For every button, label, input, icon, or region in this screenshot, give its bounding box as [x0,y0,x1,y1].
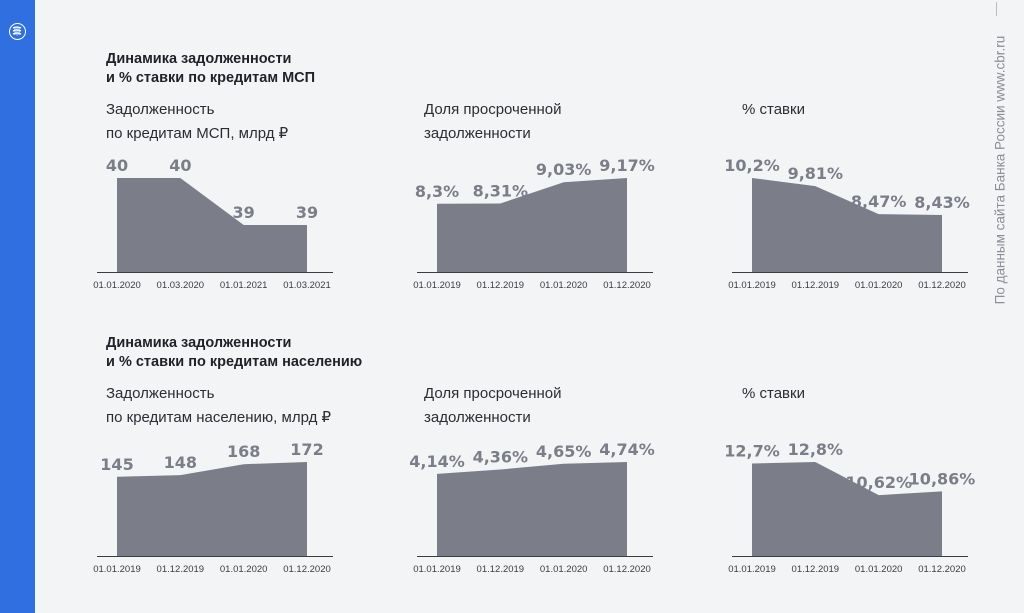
x-tick-label: 01.01.2019 [413,564,461,575]
x-tick-label: 01.01.2020 [855,564,903,575]
chart-retail-overdue-share: Доля просроченной задолженности 4,14% 01.… [400,382,690,582]
x-tick-label: 01.01.2020 [855,280,903,291]
data-label: 168 [227,442,260,461]
data-label: 9,03% [536,160,592,179]
data-label: 8,31% [473,182,529,201]
chart-sme-rate: % ставки 10,2% 01.01.2019 9,81% 01.12.2019 8… [715,98,1005,298]
data-label: 145 [100,455,133,474]
section-title-line: и % ставки по кредитам населению [106,354,363,370]
x-tick-label: 01.01.2020 [540,564,588,575]
data-label: 39 [233,203,255,222]
chart-title-line: Доля просроченной [424,385,562,402]
chart-title: % ставки [742,382,805,406]
x-tick-label: 01.01.2021 [220,280,268,291]
x-tick-label: 01.01.2020 [540,280,588,291]
chart-title-line: % ставки [742,101,805,118]
chart-title: Задолженность по кредитам МСП, млрд ₽ [106,98,288,146]
x-tick-label: 01.01.2019 [93,564,141,575]
chart-title-line: по кредитам населению, млрд ₽ [106,409,332,426]
section-title-line: и % ставки по кредитам МСП [106,70,316,86]
area-series [437,462,627,556]
x-tick-label: 01.12.2019 [477,280,525,291]
chart-title: % ставки [742,98,805,122]
source-text: По данным сайта Банка России www.cbr.ru [992,35,1008,305]
chart-title: Задолженность по кредитам населению, млр… [106,382,331,430]
chart-title-line: Доля просроченной [424,101,562,118]
data-label: 10,86% [909,469,976,488]
x-tick-label: 01.12.2019 [792,564,840,575]
data-label: 40 [106,156,128,175]
data-label: 10,62% [845,473,912,492]
chart-plot: 10,2% 01.01.2019 9,81% 01.12.2019 8,47% 01.01… [724,156,970,291]
chart-title-line: задолженности [424,125,531,142]
chart-plot: 8,3% 01.01.2019 8,31% 01.12.2019 9,03% 01.01.… [413,156,655,291]
source-note: По данным сайта Банка России www.cbr.ru [986,20,1014,325]
chart-title-line: Задолженность [106,385,215,402]
chart-sme-overdue-share: Доля просроченной задолженности 8,3% 01.0… [400,98,690,298]
chart-retail-rate: % ставки 12,7% 01.01.2019 12,8% 01.12.2019 1… [715,382,1005,582]
chart-sme-debt: Задолженность по кредитам МСП, млрд ₽ 40… [80,98,370,298]
sidebar [0,0,35,613]
x-tick-label: 01.12.2020 [918,564,966,575]
area-series [752,178,942,272]
chart-title-line: Задолженность [106,101,215,118]
chart-plot: 145 01.01.2019 148 01.12.2019 168 01.01.2020 1… [93,440,333,575]
chart-title-line: % ставки [742,385,805,402]
area-series [117,462,307,556]
area-series [117,178,307,272]
x-tick-label: 01.12.2019 [792,280,840,291]
x-tick-label: 01.01.2019 [728,564,776,575]
data-label: 172 [290,440,323,459]
data-label: 39 [296,203,318,222]
chart-title-line: задолженности [424,409,531,426]
x-tick-label: 01.01.2019 [728,280,776,291]
x-tick-label: 01.12.2020 [603,280,651,291]
data-label: 148 [164,453,197,472]
data-label: 4,65% [536,442,592,461]
x-tick-label: 01.03.2021 [283,280,331,291]
x-tick-label: 01.01.2020 [220,564,268,575]
x-tick-label: 01.12.2020 [603,564,651,575]
data-label: 8,43% [914,193,970,212]
data-label: 9,81% [788,164,844,183]
area-series [752,462,942,556]
x-tick-label: 01.12.2019 [157,564,205,575]
data-label: 4,14% [409,452,465,471]
section-title-line: Динамика задолженности [106,51,292,67]
x-tick-label: 01.12.2020 [283,564,331,575]
x-tick-label: 01.03.2020 [157,280,205,291]
chart-plot: 40 01.01.2020 40 01.03.2020 39 01.01.2021 39 01… [93,156,333,291]
section-title-retail: Динамика задолженности и % ставки по кре… [106,334,362,372]
chart-retail-debt: Задолженность по кредитам населению, млр… [80,382,370,582]
data-label: 8,47% [851,192,907,211]
chart-plot: 4,14% 01.01.2019 4,36% 01.12.2019 4,65% 01.01… [409,440,655,575]
x-tick-label: 01.01.2020 [93,280,141,291]
data-label: 10,2% [724,156,780,175]
data-label: 4,74% [599,440,655,459]
area-series [437,178,627,272]
data-label: 12,7% [724,442,780,461]
data-label: 8,3% [415,182,459,201]
data-label: 9,17% [599,156,655,175]
chart-title: Доля просроченной задолженности [424,98,562,146]
chart-title: Доля просроченной задолженности [424,382,562,430]
x-tick-label: 01.12.2019 [477,564,525,575]
source-divider [996,2,997,16]
section-title-sme: Динамика задолженности и % ставки по кре… [106,50,315,88]
chart-title-line: по кредитам МСП, млрд ₽ [106,125,289,142]
bank-of-russia-logo-icon [9,23,26,40]
data-label: 40 [169,156,191,175]
data-label: 12,8% [788,440,844,459]
data-label: 4,36% [473,448,529,467]
x-tick-label: 01.12.2020 [918,280,966,291]
x-tick-label: 01.01.2019 [413,280,461,291]
section-title-line: Динамика задолженности [106,335,292,351]
chart-plot: 12,7% 01.01.2019 12,8% 01.12.2019 10,62% 01.0… [724,440,976,575]
